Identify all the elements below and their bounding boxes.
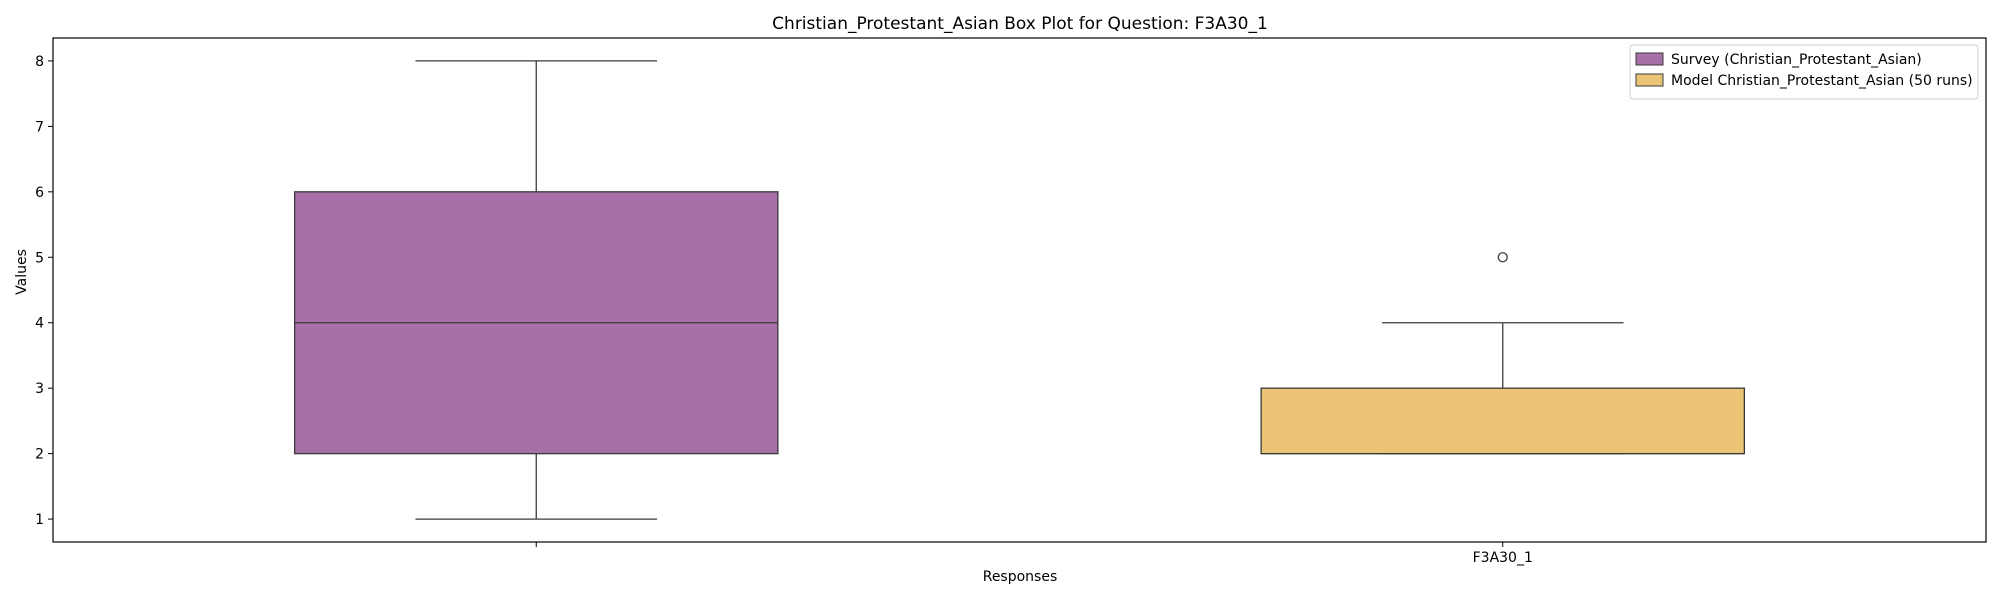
legend-entry-label: Model Christian_Protestant_Asian (50 run… [1671,73,1973,89]
plot-frame [52,37,1987,543]
legend-swatch [1635,52,1664,66]
legend-frame [1629,44,1979,100]
y-tick-label: 2 [35,447,44,463]
plot-area [52,37,1987,543]
x-axis: F3A30_1 [535,542,1533,566]
legend-entry-label: Survey (Christian_Protestant_Asian) [1671,52,1922,68]
x-tick-label: F3A30_1 [1473,550,1533,566]
legend: Survey (Christian_Protestant_Asian) Model… [1629,44,1979,100]
y-axis-label: Values [14,249,30,295]
y-tick-label: 8 [35,54,44,70]
legend-swatch [1635,73,1664,87]
chart-title: Christian_Protestant_Asian Box Plot for … [772,14,1268,34]
y-tick-label: 1 [35,512,44,528]
box-group-0 [293,60,779,520]
y-axis: 1 2 3 4 5 6 7 8 [35,54,53,528]
y-tick-label: 3 [35,381,44,397]
y-tick-label: 4 [35,316,44,332]
box-iqr [1260,387,1746,455]
y-tick-label: 6 [35,185,44,201]
y-tick-label: 5 [35,250,44,266]
y-tick-label: 7 [35,119,44,135]
x-axis-label: Responses [983,569,1058,585]
outlier-point [1497,252,1508,263]
box-group-1 [1260,252,1746,455]
